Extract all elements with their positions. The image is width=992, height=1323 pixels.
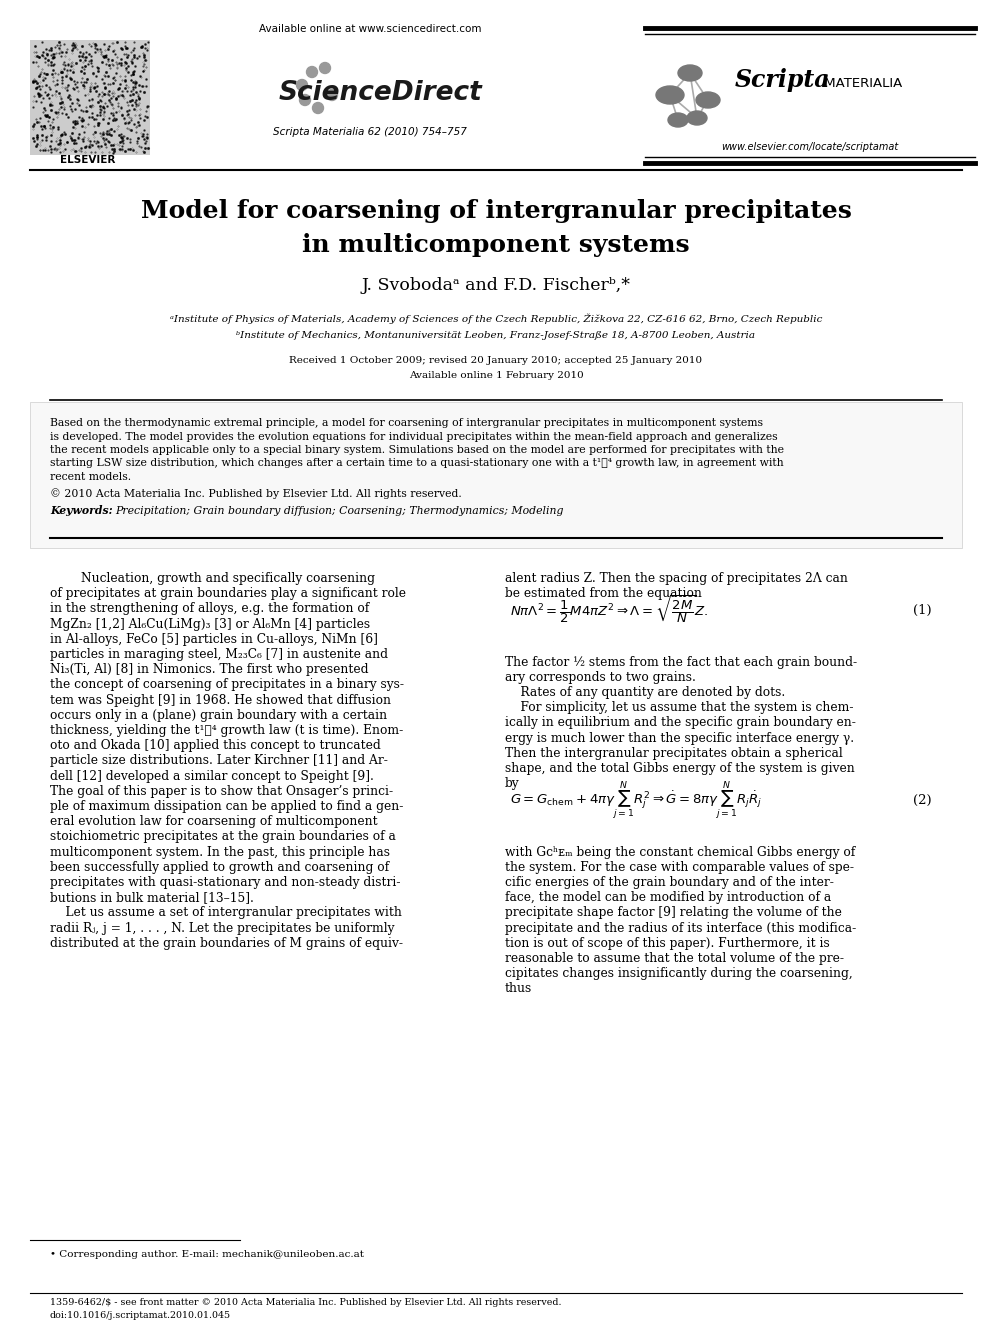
Circle shape [300,94,310,106]
Text: Available online at www.sciencedirect.com: Available online at www.sciencedirect.co… [259,24,481,34]
Text: be estimated from the equation: be estimated from the equation [505,587,702,601]
Text: with Gᴄʰᴇₘ being the constant chemical Gibbs energy of: with Gᴄʰᴇₘ being the constant chemical G… [505,845,855,859]
Circle shape [319,62,330,74]
Text: starting LSW size distribution, which changes after a certain time to a quasi-st: starting LSW size distribution, which ch… [50,459,784,468]
Text: ically in equilibrium and the specific grain boundary en-: ically in equilibrium and the specific g… [505,716,856,729]
Text: Ni₃(Ti, Al) [8] in Nimonics. The first who presented: Ni₃(Ti, Al) [8] in Nimonics. The first w… [50,663,368,676]
Text: precipitate and the radius of its interface (this modifica-: precipitate and the radius of its interf… [505,922,856,934]
Circle shape [312,102,323,114]
Text: Model for coarsening of intergranular precipitates: Model for coarsening of intergranular pr… [141,198,851,224]
Text: particle size distributions. Later Kirchner [11] and Ar-: particle size distributions. Later Kirch… [50,754,388,767]
Text: tem was Speight [9] in 1968. He showed that diffusion: tem was Speight [9] in 1968. He showed t… [50,693,391,706]
Text: Available online 1 February 2010: Available online 1 February 2010 [409,370,583,380]
Text: ScienceDirect: ScienceDirect [278,79,482,106]
Circle shape [326,90,337,101]
Text: in the strengthening of alloys, e.g. the formation of: in the strengthening of alloys, e.g. the… [50,602,369,615]
Text: ple of maximum dissipation can be applied to find a gen-: ple of maximum dissipation can be applie… [50,800,404,814]
Text: Scripta Materialia 62 (2010) 754–757: Scripta Materialia 62 (2010) 754–757 [273,127,467,138]
Text: cipitates changes insignificantly during the coarsening,: cipitates changes insignificantly during… [505,967,853,980]
Text: recent models.: recent models. [50,472,131,482]
Text: particles in maraging steel, M₂₃C₆ [7] in austenite and: particles in maraging steel, M₂₃C₆ [7] i… [50,648,388,662]
Text: Then the intergranular precipitates obtain a spherical: Then the intergranular precipitates obta… [505,746,843,759]
Text: ergy is much lower than the specific interface energy γ.: ergy is much lower than the specific int… [505,732,854,745]
Text: ᵃInstitute of Physics of Materials, Academy of Sciences of the Czech Republic, Ž: ᵃInstitute of Physics of Materials, Acad… [170,314,822,324]
Text: J. Svobodaᵃ and F.D. Fischerᵇ,*: J. Svobodaᵃ and F.D. Fischerᵇ,* [361,277,631,294]
Text: • Corresponding author. E-mail: mechanik@unileoben.ac.at: • Corresponding author. E-mail: mechanik… [50,1250,364,1259]
Text: radii Rⱼ, j = 1, . . . , N. Let the precipitates be uniformly: radii Rⱼ, j = 1, . . . , N. Let the prec… [50,922,395,934]
Text: precipitates with quasi-stationary and non-steady distri-: precipitates with quasi-stationary and n… [50,876,401,889]
Text: in Al-alloys, FeCo [5] particles in Cu-alloys, NiMn [6]: in Al-alloys, FeCo [5] particles in Cu-a… [50,632,378,646]
Text: $G = G_{\rm chem} + 4\pi\gamma\sum_{j=1}^{N}R_j^2 \Rightarrow \dot{G} = 8\pi\gam: $G = G_{\rm chem} + 4\pi\gamma\sum_{j=1}… [510,779,763,822]
Text: precipitate shape factor [9] relating the volume of the: precipitate shape factor [9] relating th… [505,906,842,919]
Text: doi:10.1016/j.scriptamat.2010.01.045: doi:10.1016/j.scriptamat.2010.01.045 [50,1311,231,1320]
FancyBboxPatch shape [30,402,962,548]
Text: the concept of coarsening of precipitates in a binary sys-: the concept of coarsening of precipitate… [50,679,404,692]
Text: Received 1 October 2009; revised 20 January 2010; accepted 25 January 2010: Received 1 October 2009; revised 20 Janu… [290,356,702,365]
Text: dell [12] developed a similar concept to Speight [9].: dell [12] developed a similar concept to… [50,770,374,783]
Text: www.elsevier.com/locate/scriptamat: www.elsevier.com/locate/scriptamat [721,142,899,152]
Text: Based on the thermodynamic extremal principle, a model for coarsening of intergr: Based on the thermodynamic extremal prin… [50,418,763,429]
Text: The goal of this paper is to show that Onsager’s princi-: The goal of this paper is to show that O… [50,785,393,798]
Text: Nucleation, growth and specifically coarsening: Nucleation, growth and specifically coar… [50,572,375,585]
Text: oto and Okada [10] applied this concept to truncated: oto and Okada [10] applied this concept … [50,740,381,753]
Text: stoichiometric precipitates at the grain boundaries of a: stoichiometric precipitates at the grain… [50,831,396,843]
Text: multicomponent system. In the past, this principle has: multicomponent system. In the past, this… [50,845,390,859]
Ellipse shape [668,112,688,127]
Text: by: by [505,777,520,790]
Text: For simplicity, let us assume that the system is chem-: For simplicity, let us assume that the s… [505,701,853,714]
Text: reasonable to assume that the total volume of the pre-: reasonable to assume that the total volu… [505,953,844,964]
Text: alent radius Z. Then the spacing of precipitates 2Λ can: alent radius Z. Then the spacing of prec… [505,572,848,585]
Text: thickness, yielding the t¹ᐟ⁴ growth law (t is time). Enom-: thickness, yielding the t¹ᐟ⁴ growth law … [50,724,404,737]
Text: been successfully applied to growth and coarsening of: been successfully applied to growth and … [50,861,389,873]
Text: ᵇInstitute of Mechanics, Montanuniversität Leoben, Franz-Josef-Straße 18, A-8700: ᵇInstitute of Mechanics, Montanuniversit… [236,331,756,340]
Ellipse shape [687,111,707,124]
Text: shape, and the total Gibbs energy of the system is given: shape, and the total Gibbs energy of the… [505,762,855,775]
Text: ELSEVIER: ELSEVIER [61,155,116,165]
Text: is developed. The model provides the evolution equations for individual precipit: is developed. The model provides the evo… [50,431,778,442]
Ellipse shape [656,86,684,105]
Text: in multicomponent systems: in multicomponent systems [303,233,689,257]
Text: MATERIALIA: MATERIALIA [820,77,903,90]
Circle shape [307,66,317,78]
Text: thus: thus [505,983,533,995]
Text: cific energies of the grain boundary and of the inter-: cific energies of the grain boundary and… [505,876,834,889]
Text: tion is out of scope of this paper). Furthermore, it is: tion is out of scope of this paper). Fur… [505,937,829,950]
FancyBboxPatch shape [30,40,150,155]
Text: the recent models applicable only to a special binary system. Simulations based : the recent models applicable only to a s… [50,445,784,455]
Text: (1): (1) [914,603,932,617]
Text: The factor ½ stems from the fact that each grain bound-: The factor ½ stems from the fact that ea… [505,656,857,668]
Text: Rates of any quantity are denoted by dots.: Rates of any quantity are denoted by dot… [505,687,786,699]
Text: ary corresponds to two grains.: ary corresponds to two grains. [505,671,695,684]
Text: © 2010 Acta Materialia Inc. Published by Elsevier Ltd. All rights reserved.: © 2010 Acta Materialia Inc. Published by… [50,488,461,499]
Text: of precipitates at grain boundaries play a significant role: of precipitates at grain boundaries play… [50,587,406,601]
Text: Let us assume a set of intergranular precipitates with: Let us assume a set of intergranular pre… [50,906,402,919]
Text: face, the model can be modified by introduction of a: face, the model can be modified by intro… [505,892,831,904]
Text: Scripta: Scripta [735,67,830,93]
Text: $N\pi\Lambda^2 = \dfrac{1}{2}M4\pi Z^2 \Rightarrow \Lambda = \sqrt{\dfrac{2M}{N}: $N\pi\Lambda^2 = \dfrac{1}{2}M4\pi Z^2 \… [510,594,708,627]
Text: distributed at the grain boundaries of M grains of equiv-: distributed at the grain boundaries of M… [50,937,403,950]
Ellipse shape [696,93,720,108]
Text: butions in bulk material [13–15].: butions in bulk material [13–15]. [50,892,254,904]
Text: Keywords:: Keywords: [50,505,116,516]
Text: occurs only in a (plane) grain boundary with a certain: occurs only in a (plane) grain boundary … [50,709,387,722]
Circle shape [297,79,308,90]
Text: (2): (2) [914,794,932,807]
Text: Precipitation; Grain boundary diffusion; Coarsening; Thermodynamics; Modeling: Precipitation; Grain boundary diffusion;… [115,505,563,516]
Ellipse shape [678,65,702,81]
Text: eral evolution law for coarsening of multicomponent: eral evolution law for coarsening of mul… [50,815,378,828]
Text: the system. For the case with comparable values of spe-: the system. For the case with comparable… [505,861,854,873]
Text: 1359-6462/$ - see front matter © 2010 Acta Materialia Inc. Published by Elsevier: 1359-6462/$ - see front matter © 2010 Ac… [50,1298,561,1307]
Text: MgZn₂ [1,2] Al₆Cu(LiMg)₃ [3] or Al₆Mn [4] particles: MgZn₂ [1,2] Al₆Cu(LiMg)₃ [3] or Al₆Mn [4… [50,618,370,631]
